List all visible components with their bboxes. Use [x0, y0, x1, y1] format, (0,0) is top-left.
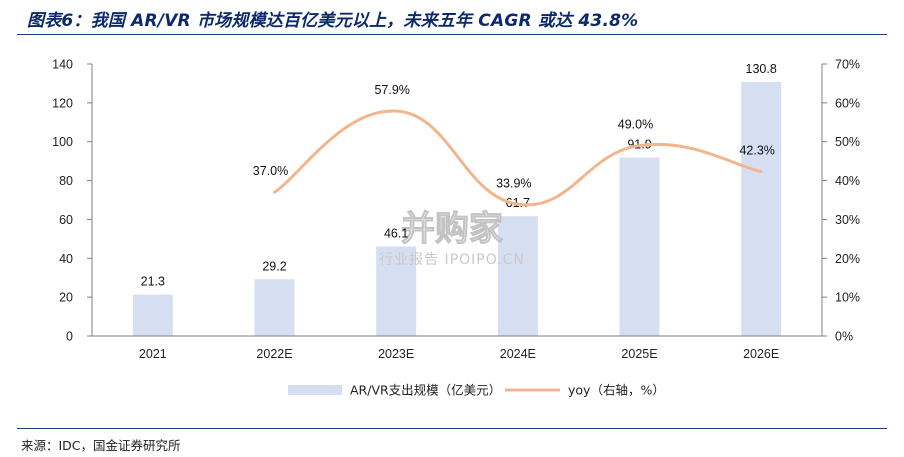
yoy-line — [273, 109, 763, 207]
y-left-tick-label: 120 — [52, 96, 73, 110]
y-right-tick-label: 10% — [835, 291, 860, 305]
bar-2022E — [254, 279, 295, 336]
y-left-tick-label: 60 — [59, 213, 73, 227]
x-tick-label: 2021 — [139, 347, 167, 361]
y-left-tick-label: 100 — [52, 135, 73, 149]
line-label-2026E: 42.3% — [739, 144, 774, 158]
y-left-tick-label: 20 — [59, 291, 73, 305]
legend: AR/VR支出规模（亿美元） yoy（右轴，%） — [288, 383, 665, 398]
y-left-tick-label: 40 — [59, 252, 73, 266]
axes: 0 20 40 60 80 100 120 140 0% 10% 20% 30% 40% 50% 60% 70… — [52, 58, 860, 362]
source-note: 来源：IDC，国金证券研究所 — [21, 438, 181, 453]
watermark-sub: 行业报告 IPOIPO.CN — [379, 252, 525, 268]
bar-series — [132, 81, 782, 336]
watermark-main: 并购家 — [401, 209, 503, 249]
bar-2023E — [376, 246, 417, 336]
line-label-2025E: 49.0% — [618, 118, 653, 132]
title-rule — [17, 34, 887, 35]
y-right-tick-label: 70% — [835, 58, 860, 72]
line-data-labels: 37.0% 57.9% 33.9% 49.0% 42.3% — [253, 83, 775, 190]
figure-title: 图表6：我国 AR/VR 市场规模达百亿美元以上，未来五年 CAGR 或达 43… — [27, 11, 639, 31]
bar-2026E — [741, 81, 782, 336]
line-label-2022E: 37.0% — [253, 164, 288, 178]
legend-bar-label: AR/VR支出规模（亿美元） — [350, 383, 501, 398]
legend-line-label: yoy（右轴，%） — [568, 383, 665, 398]
y-right-tick-label: 50% — [835, 135, 860, 149]
x-tick-label: 2023E — [378, 347, 414, 361]
y-right-tick-label: 0% — [835, 330, 853, 344]
bar-2024E — [497, 216, 538, 336]
x-tick-label: 2022E — [256, 347, 292, 361]
bar-label-2021: 21.3 — [141, 275, 165, 289]
bar-label-2023E: 46.1 — [384, 226, 408, 240]
source-rule — [17, 428, 887, 429]
line-label-2024E: 33.9% — [496, 176, 531, 190]
line-label-2023E: 57.9% — [374, 83, 409, 97]
bar-label-2026E: 130.8 — [746, 62, 777, 76]
bar-2025E — [619, 157, 660, 336]
y-right-tick-label: 20% — [835, 252, 860, 266]
y-left-tick-label: 0 — [66, 330, 73, 344]
legend-bar-swatch — [288, 385, 342, 395]
y-right-tick-label: 40% — [835, 174, 860, 188]
x-tick-label: 2026E — [743, 347, 779, 361]
bar-2021 — [132, 294, 173, 336]
y-right-tick-label: 30% — [835, 213, 860, 227]
x-tick-label: 2024E — [500, 347, 536, 361]
y-left-tick-label: 140 — [52, 58, 73, 72]
x-tick-label: 2025E — [621, 347, 657, 361]
bar-label-2022E: 29.2 — [262, 259, 286, 273]
y-right-tick-label: 60% — [835, 96, 860, 110]
y-left-tick-label: 80 — [59, 174, 73, 188]
